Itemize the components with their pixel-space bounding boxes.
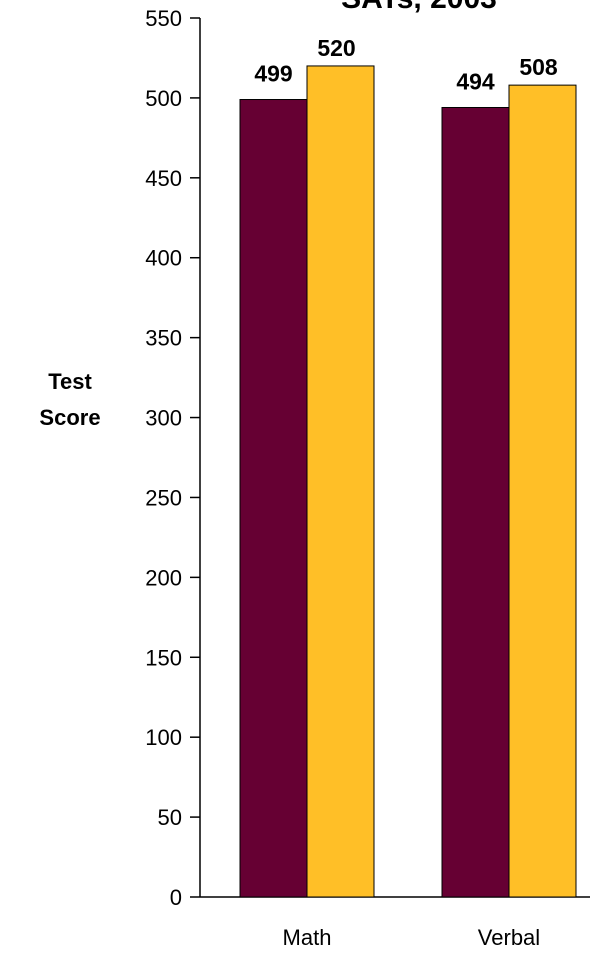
bar <box>508 84 577 898</box>
y-tick-label: 450 <box>145 166 182 191</box>
y-axis-title: Score <box>39 405 100 430</box>
y-tick-label: 550 <box>145 6 182 31</box>
y-tick-label: 500 <box>145 86 182 111</box>
x-category-label: Math <box>283 925 332 950</box>
data-label: 494 <box>456 68 495 94</box>
y-tick-label: 250 <box>145 485 182 510</box>
bar <box>441 106 510 898</box>
y-tick-label: 100 <box>145 725 182 750</box>
chart-title: SATs, 2003 <box>341 0 497 15</box>
bar <box>306 65 375 898</box>
data-label: 508 <box>519 54 558 80</box>
y-tick-label: 350 <box>145 326 182 351</box>
x-category-label: Verbal <box>478 925 540 950</box>
bar <box>239 99 308 898</box>
y-tick-label: 300 <box>145 406 182 431</box>
y-tick-label: 400 <box>145 246 182 271</box>
data-label: 520 <box>317 35 355 61</box>
y-axis-title: Test <box>48 369 92 394</box>
y-tick-label: 50 <box>158 805 182 830</box>
data-label: 499 <box>254 61 292 87</box>
y-tick-label: 200 <box>145 565 182 590</box>
y-tick-label: 150 <box>145 645 182 670</box>
y-tick-label: 0 <box>170 885 182 910</box>
